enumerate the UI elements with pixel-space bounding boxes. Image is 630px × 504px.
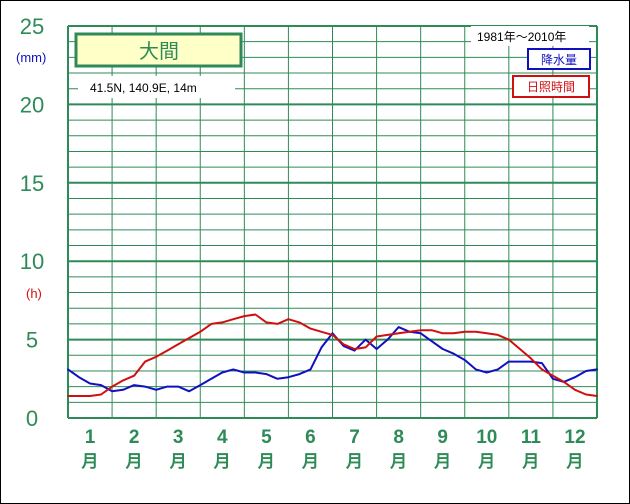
legend-precipitation-label: 降水量	[541, 53, 577, 67]
location-box	[78, 76, 235, 98]
title-box	[74, 32, 243, 68]
month-number-label: 6	[305, 427, 316, 448]
month-suffix-label: 月	[345, 452, 363, 472]
month-number-label: 7	[349, 427, 360, 448]
month-suffix-label: 月	[477, 452, 495, 472]
y-tick-label: 0	[26, 406, 38, 431]
month-number-label: 3	[173, 427, 184, 448]
chart-title: 大間	[139, 39, 179, 63]
month-suffix-label: 月	[301, 452, 319, 472]
month-number-label: 4	[217, 427, 228, 448]
month-suffix-label: 月	[169, 452, 187, 472]
month-number-label: 5	[261, 427, 272, 448]
month-suffix-label: 月	[565, 452, 583, 472]
month-suffix-label: 月	[213, 452, 231, 472]
y-tick-label: 10	[20, 249, 44, 274]
precipitation-line	[67, 326, 598, 393]
legend-precipitation-box	[527, 48, 591, 70]
series-lines	[67, 313, 598, 397]
month-number-label: 8	[393, 427, 404, 448]
legend-sunshine-box	[512, 75, 590, 98]
month-number-label: 2	[129, 427, 140, 448]
month-number-label: 10	[476, 427, 497, 448]
month-suffix-label: 月	[433, 452, 451, 472]
month-number-label: 1	[85, 427, 96, 448]
month-suffix-label: 月	[389, 452, 407, 472]
y-tick-label: 15	[20, 171, 44, 196]
month-number-label: 11	[521, 427, 542, 448]
month-suffix-label: 月	[81, 452, 99, 472]
x-axis-ticks: 1 月 2 月 3 月 4 月 5 月 6 月 7 月 8 月 9 月 10 月 11 月 12 月	[81, 427, 586, 472]
period-box	[471, 26, 589, 46]
location-label: 41.5N, 140.9E, 14m	[90, 81, 197, 95]
y-axis-ticks: 0 5 10 15 20 25	[20, 14, 44, 431]
period-label: 1981年～2010年	[477, 30, 566, 44]
month-suffix-label: 月	[257, 452, 275, 472]
month-number-label: 12	[564, 427, 585, 448]
month-suffix-label: 月	[521, 452, 539, 472]
y-unit-left: (mm)	[16, 50, 46, 65]
sunshine-line	[67, 313, 598, 397]
y-tick-label: 25	[20, 14, 44, 39]
legend-sunshine-label: 日照時間	[527, 80, 575, 94]
y-tick-label: 20	[20, 92, 44, 117]
y-tick-label: 5	[26, 328, 38, 353]
month-suffix-label: 月	[125, 452, 143, 472]
y-unit-right: (h)	[26, 286, 42, 301]
month-number-label: 9	[437, 427, 448, 448]
